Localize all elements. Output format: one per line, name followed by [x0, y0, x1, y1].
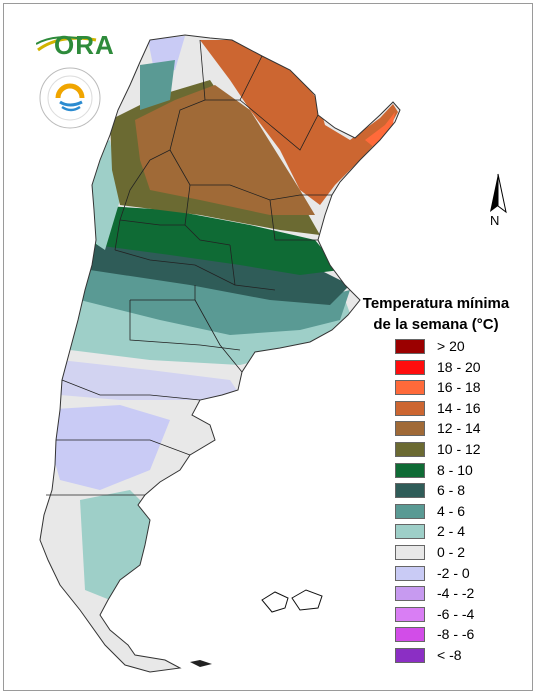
legend-swatch: [395, 359, 425, 375]
legend-item: 18 - 20: [395, 358, 535, 380]
legend-title: Temperatura mínima de la semana (°C): [336, 293, 536, 335]
legend-item: 12 - 14: [395, 419, 535, 441]
legend-label: -2 - 0: [437, 564, 470, 581]
legend-item: 2 - 4: [395, 522, 535, 544]
legend-title-line1: Temperatura mínima: [362, 295, 510, 312]
legend-swatch: [395, 565, 425, 581]
legend-label: 16 - 18: [437, 379, 481, 396]
legend-swatch: [395, 483, 425, 499]
legend-item: -6 - -4: [395, 605, 535, 627]
legend-swatch: [395, 400, 425, 416]
legend-label: -6 - -4: [437, 605, 475, 622]
legend-item: -8 - -6: [395, 625, 535, 647]
legend-swatch: [395, 524, 425, 540]
smn-seal-icon: [39, 67, 101, 129]
north-label: N: [490, 213, 500, 228]
legend-swatch: [395, 627, 425, 643]
legend-swatch: [395, 606, 425, 622]
legend-swatch: [395, 545, 425, 560]
legend-label: 10 - 12: [437, 441, 481, 457]
legend-swatch: [395, 442, 425, 457]
legend-title-line2: de la semana (°C): [373, 316, 499, 333]
legend-label: 6 - 8: [437, 482, 466, 499]
legend-item: 8 - 10: [395, 461, 535, 483]
legend-label: -4 - -2: [437, 585, 475, 602]
legend-swatch: [395, 648, 425, 663]
legend-label: 4 - 6: [437, 502, 466, 519]
legend-label: > 20: [437, 338, 465, 354]
legend-label: 12 - 14: [437, 420, 481, 437]
legend-item: 14 - 16: [395, 399, 535, 421]
legend-item: 4 - 6: [395, 502, 535, 524]
legend-swatch: [395, 380, 425, 396]
legend-label: 14 - 16: [437, 399, 481, 416]
legend-label: 18 - 20: [437, 358, 481, 375]
legend-item: < -8: [395, 646, 535, 668]
legend-item: -4 - -2: [395, 584, 535, 606]
ora-logo-swoosh: [36, 36, 97, 52]
legend-label: 2 - 4: [437, 523, 466, 540]
legend-label: 0 - 2: [437, 544, 466, 560]
legend-swatch: [395, 586, 425, 602]
legend-swatch: [395, 421, 425, 437]
legend-label: < -8: [437, 647, 462, 663]
legend-label: 8 - 10: [437, 461, 473, 478]
legend-item: 0 - 2: [395, 543, 535, 565]
legend-item: 16 - 18: [395, 378, 535, 400]
legend-item: 6 - 8: [395, 481, 535, 503]
legend-item: -2 - 0: [395, 564, 535, 586]
legend-label: -8 - -6: [437, 626, 475, 643]
legend-item: > 20: [395, 337, 535, 359]
north-arrow-icon: [490, 173, 507, 214]
legend-swatch: [395, 462, 425, 478]
legend-item: 10 - 12: [395, 440, 535, 462]
legend-swatch: [395, 503, 425, 519]
ora-logo-text: ORA: [54, 30, 115, 60]
legend-swatch: [395, 339, 425, 354]
